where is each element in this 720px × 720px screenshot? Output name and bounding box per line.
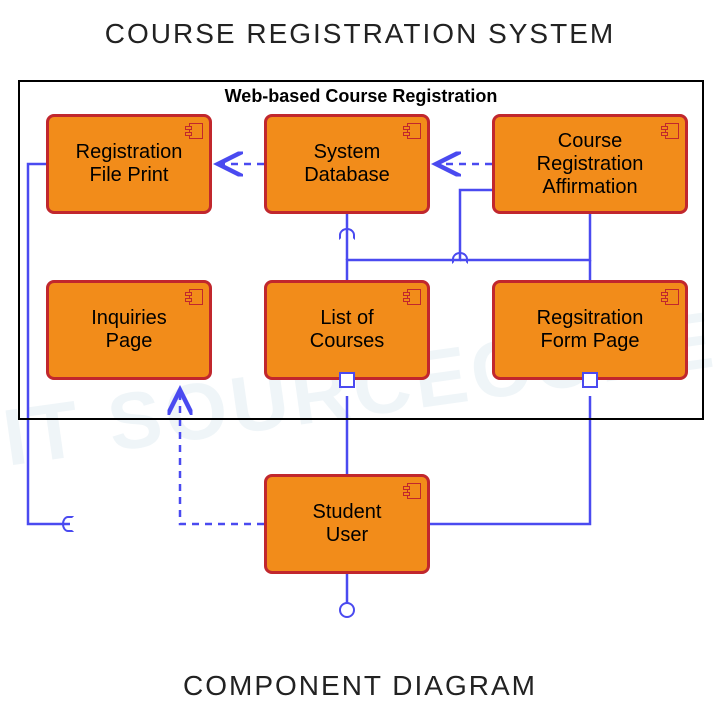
component-icon (185, 123, 203, 139)
page-title-top: COURSE REGISTRATION SYSTEM (0, 0, 720, 50)
component-icon (403, 123, 421, 139)
ball-interface (339, 602, 355, 618)
component-label: StudentUser (313, 501, 382, 547)
component-label: InquiriesPage (91, 307, 167, 353)
container-label: Web-based Course Registration (225, 86, 498, 107)
component-label: RegistrationFile Print (76, 141, 183, 187)
port (582, 372, 598, 388)
component-reg_form: RegsitrationForm Page (492, 280, 688, 380)
port (339, 372, 355, 388)
socket (339, 228, 355, 240)
component-icon (661, 123, 679, 139)
component-icon (185, 289, 203, 305)
component-inquiries: InquiriesPage (46, 280, 212, 380)
component-icon (403, 483, 421, 499)
component-sys_db: SystemDatabase (264, 114, 430, 214)
socket (62, 516, 74, 532)
component-affirm: CourseRegistrationAffirmation (492, 114, 688, 214)
component-label: RegsitrationForm Page (537, 307, 644, 353)
diagram-canvas: IT SOURCECODE Web-based Course Registrat… (0, 70, 720, 650)
component-student: StudentUser (264, 474, 430, 574)
component-list_courses: List ofCourses (264, 280, 430, 380)
component-label: SystemDatabase (304, 141, 390, 187)
component-label: CourseRegistrationAffirmation (537, 130, 644, 199)
component-icon (661, 289, 679, 305)
page-title-bottom: COMPONENT DIAGRAM (0, 670, 720, 702)
component-label: List ofCourses (310, 307, 384, 353)
socket (452, 252, 468, 264)
component-icon (403, 289, 421, 305)
component-reg_print: RegistrationFile Print (46, 114, 212, 214)
